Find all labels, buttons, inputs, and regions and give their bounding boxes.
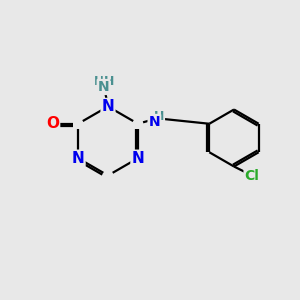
Text: H: H (104, 75, 114, 88)
Text: O: O (46, 116, 59, 131)
Text: H: H (154, 110, 164, 123)
Text: N: N (98, 80, 109, 94)
Text: N: N (148, 115, 160, 129)
Text: H: H (94, 75, 104, 88)
Text: N: N (131, 151, 144, 166)
Text: N: N (72, 151, 85, 166)
Text: N: N (102, 99, 114, 114)
Text: Cl: Cl (244, 169, 260, 182)
